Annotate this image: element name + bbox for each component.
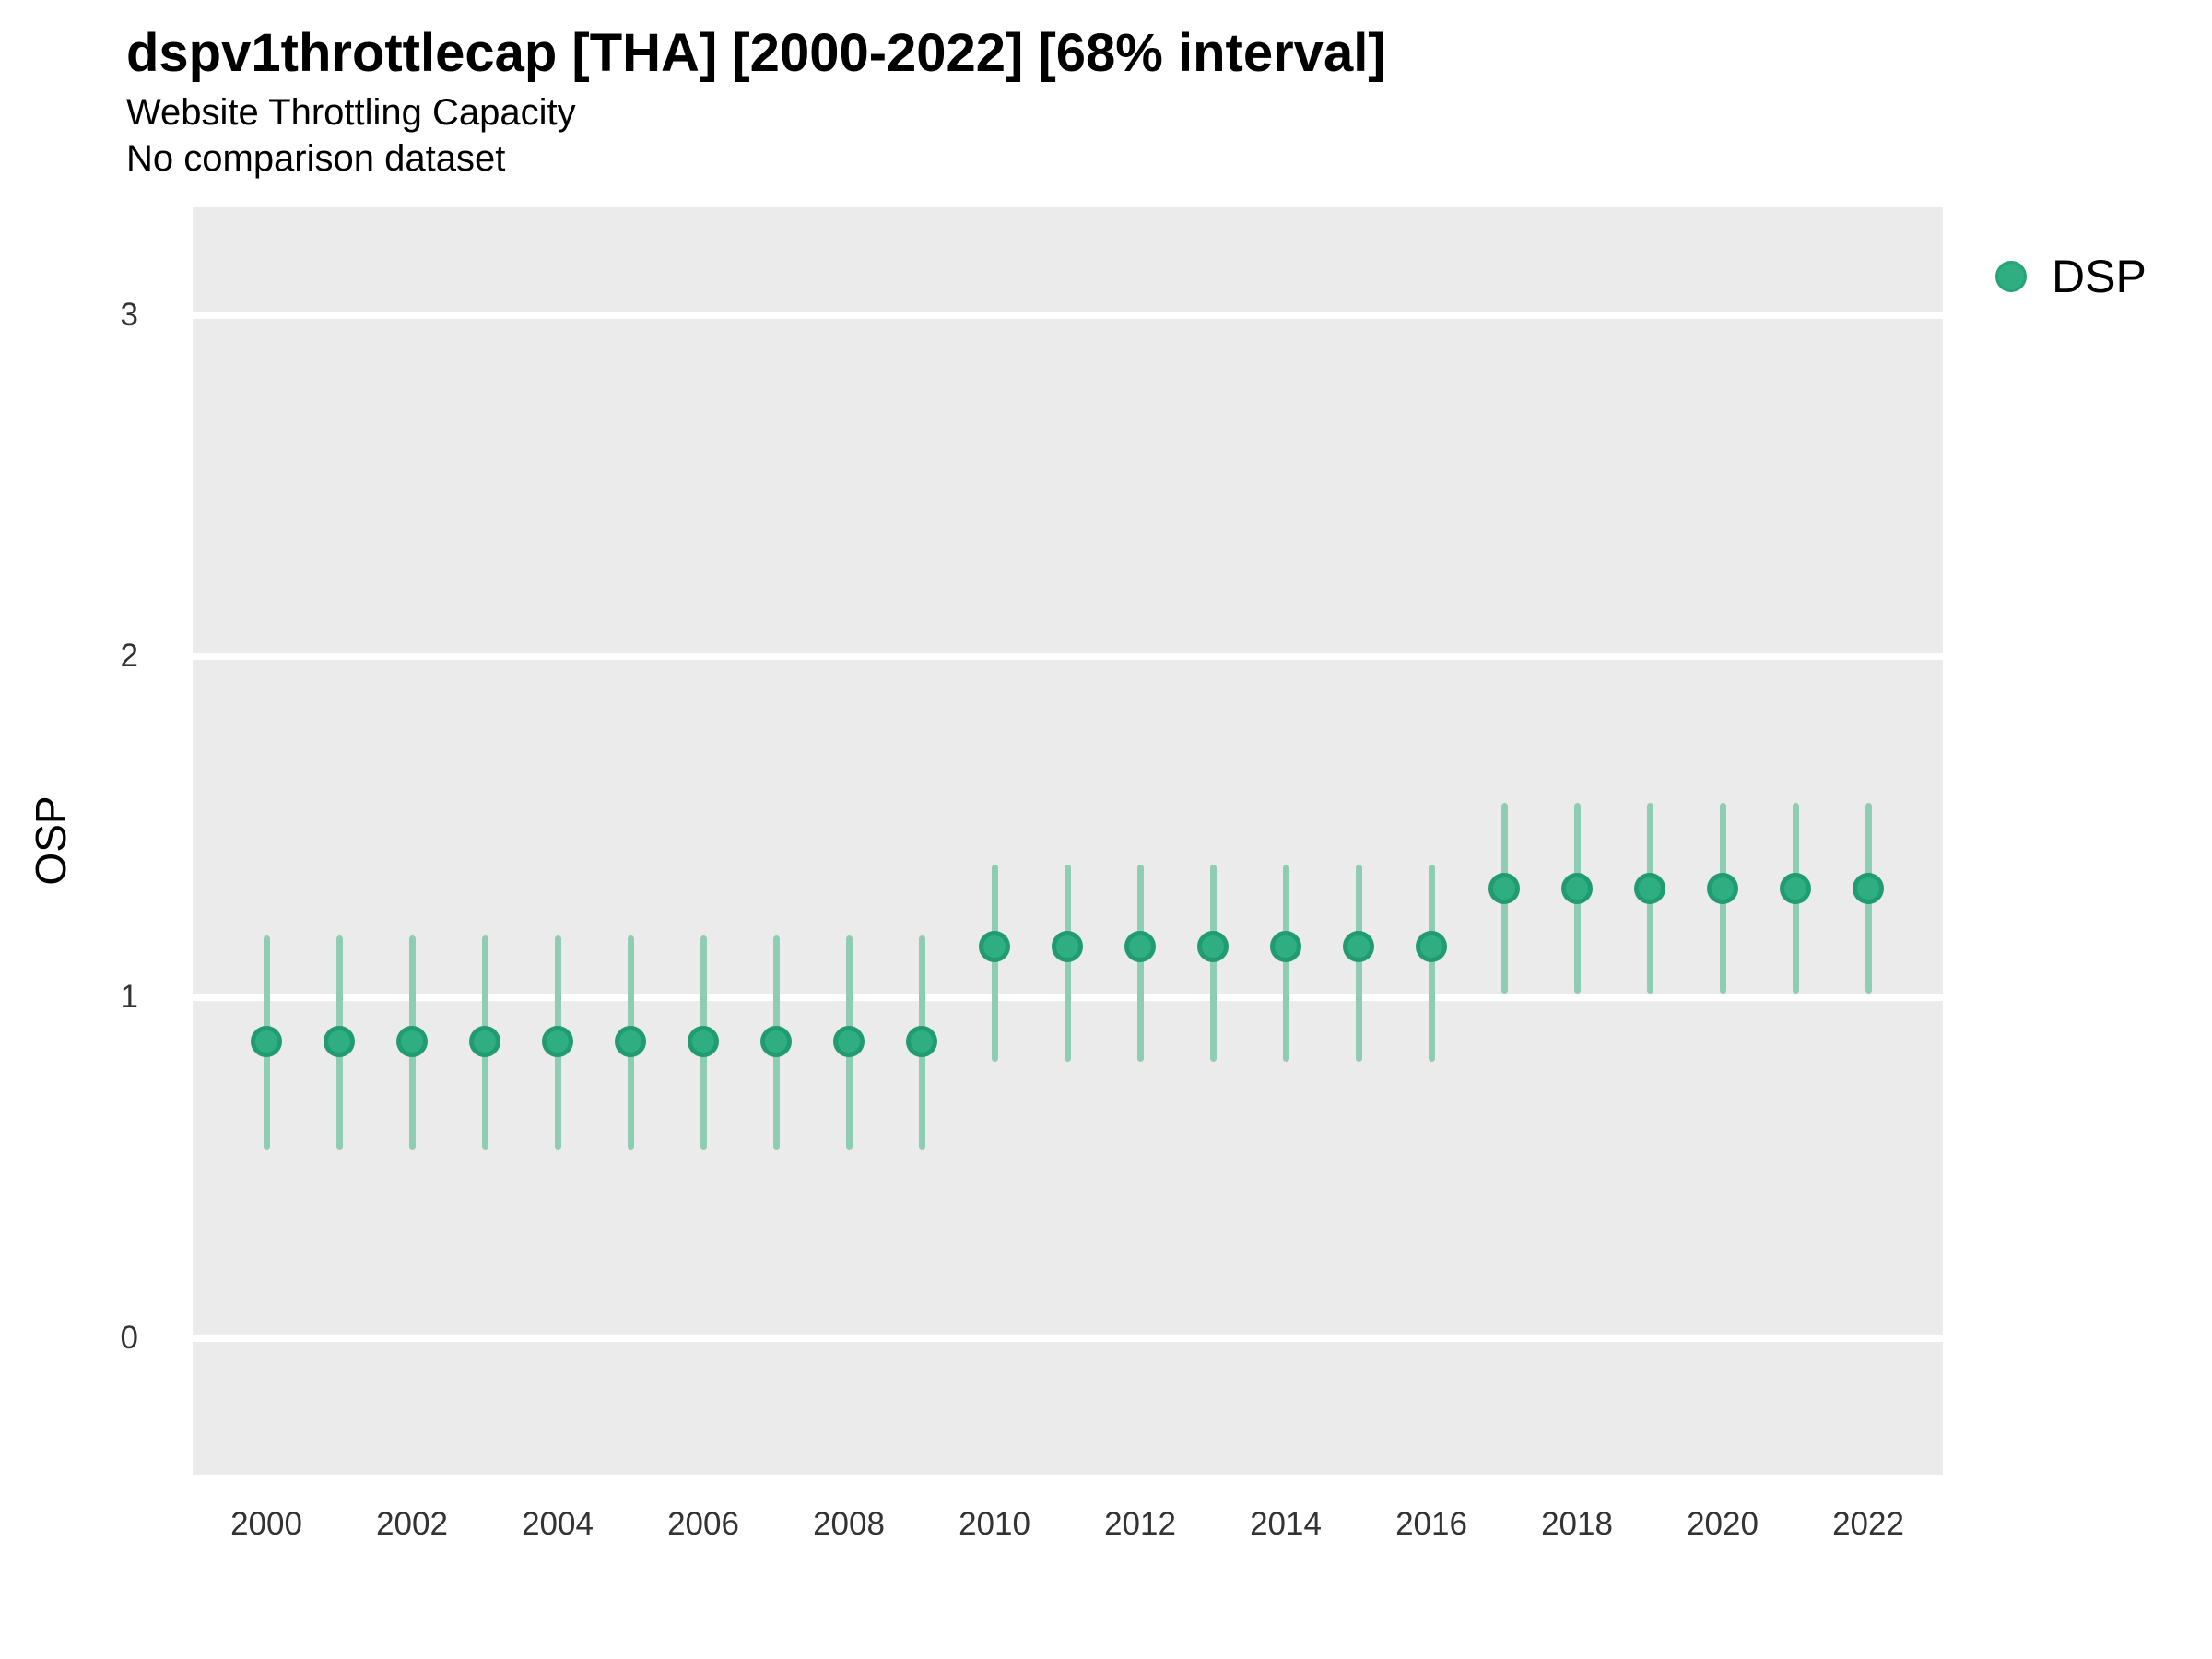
legend: DSP <box>1982 241 2203 312</box>
point-2010 <box>979 930 1010 962</box>
y-axis-title: OSP <box>27 795 75 886</box>
y-tick-label-2: 2 <box>120 638 138 674</box>
plot-panel <box>193 207 1943 1475</box>
x-tick-label-2010: 2010 <box>959 1506 1030 1542</box>
point-2005 <box>615 1026 646 1058</box>
x-tick-label-2020: 2020 <box>1687 1506 1759 1542</box>
interval-bar-2016 <box>1428 864 1435 1063</box>
y-tick-label-1: 1 <box>120 979 138 1015</box>
point-2021 <box>1780 872 1811 904</box>
x-tick-label-2004: 2004 <box>522 1506 594 1542</box>
legend-point-icon <box>1995 261 2027 292</box>
y-tick-label-3: 3 <box>120 297 138 333</box>
point-2016 <box>1416 930 1447 962</box>
point-2017 <box>1488 872 1520 904</box>
interval-bar-2015 <box>1355 864 1362 1063</box>
x-tick-label-2002: 2002 <box>376 1506 448 1542</box>
chart-subtitle: Website Throttling Capacity <box>126 92 576 133</box>
point-2013 <box>1197 930 1229 962</box>
gridline-y-3 <box>193 312 1943 319</box>
point-2001 <box>324 1026 355 1058</box>
x-tick-label-2008: 2008 <box>813 1506 885 1542</box>
x-tick-label-2018: 2018 <box>1541 1506 1613 1542</box>
x-tick-label-2022: 2022 <box>1832 1506 1904 1542</box>
x-tick-label-2012: 2012 <box>1104 1506 1176 1542</box>
interval-bar-2014 <box>1282 864 1289 1063</box>
gridline-y-0 <box>193 1335 1943 1342</box>
x-tick-label-2014: 2014 <box>1250 1506 1322 1542</box>
interval-bar-2010 <box>991 864 998 1063</box>
interval-bar-2012 <box>1136 864 1144 1063</box>
point-2002 <box>396 1026 428 1058</box>
legend-series-label: DSP <box>2052 251 2147 302</box>
point-2000 <box>251 1026 282 1058</box>
point-2019 <box>1634 872 1665 904</box>
point-2012 <box>1124 930 1156 962</box>
x-tick-label-2006: 2006 <box>667 1506 739 1542</box>
point-2011 <box>1052 930 1083 962</box>
point-2014 <box>1270 930 1301 962</box>
interval-bar-2011 <box>1064 864 1071 1063</box>
point-2020 <box>1707 872 1738 904</box>
chart-note: No comparison dataset <box>126 138 506 179</box>
interval-bar-2013 <box>1209 864 1217 1063</box>
gridline-y-2 <box>193 653 1943 660</box>
point-2018 <box>1561 872 1593 904</box>
point-2004 <box>542 1026 573 1058</box>
chart-title: dspv1throttlecap [THA] [2000-2022] [68% … <box>126 23 1386 83</box>
x-tick-label-2016: 2016 <box>1395 1506 1467 1542</box>
y-tick-label-0: 0 <box>120 1320 138 1356</box>
point-2015 <box>1343 930 1374 962</box>
point-2003 <box>469 1026 500 1058</box>
point-2008 <box>833 1026 865 1058</box>
point-2022 <box>1853 872 1884 904</box>
point-2007 <box>760 1026 792 1058</box>
point-2006 <box>688 1026 719 1058</box>
x-tick-label-2000: 2000 <box>230 1506 302 1542</box>
point-2009 <box>906 1026 937 1058</box>
